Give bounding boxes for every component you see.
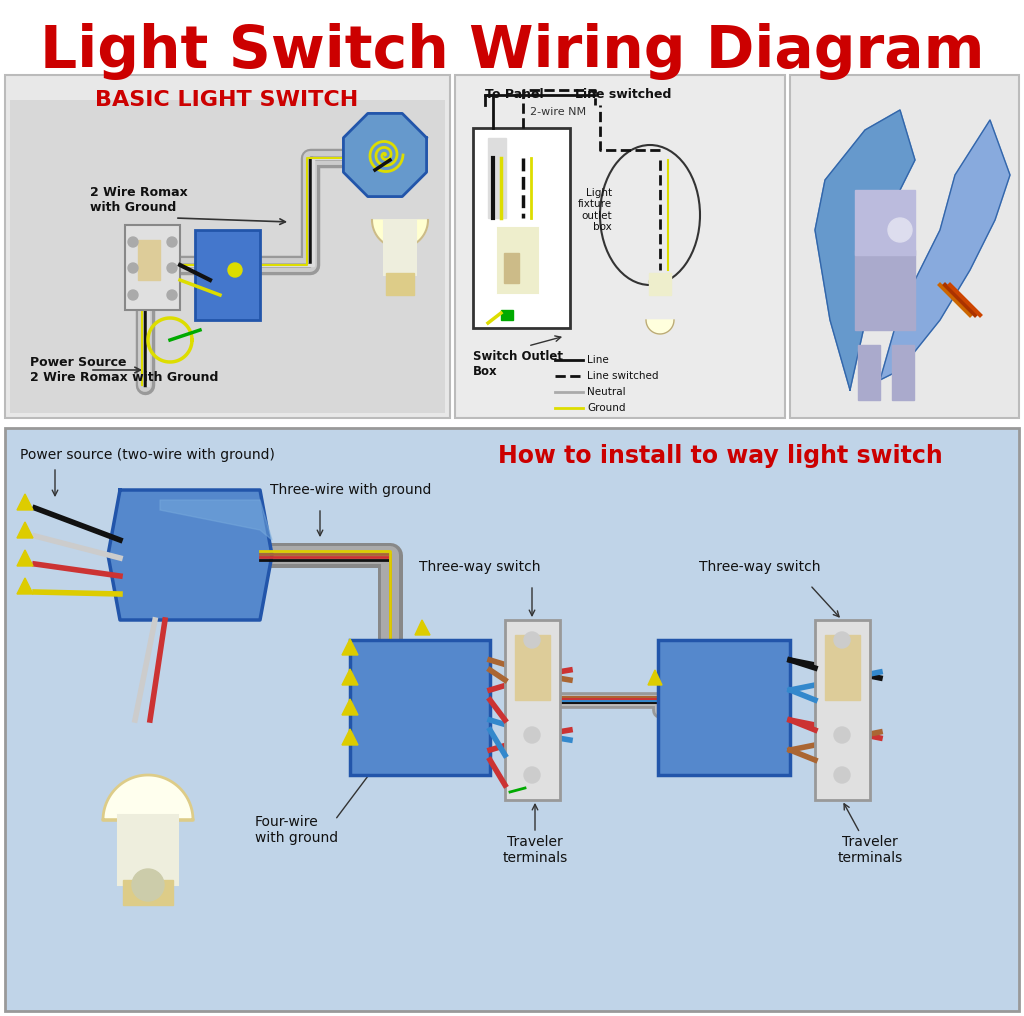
Bar [5,75,450,418]
Circle shape [524,632,540,648]
Text: Power source (two-wire with ground): Power source (two-wire with ground) [20,448,274,462]
Bar [384,220,416,275]
Text: Three-way switch: Three-way switch [699,560,821,574]
Circle shape [128,290,138,300]
Polygon shape [17,550,33,566]
Text: To Panel: To Panel [485,88,544,102]
Circle shape [167,263,177,273]
Polygon shape [880,120,1010,380]
Polygon shape [646,320,674,334]
Text: Light Switch Wiring Diagram: Light Switch Wiring Diagram [40,23,984,80]
Text: How to install to way light switch: How to install to way light switch [498,444,942,468]
Text: Traveler
terminals: Traveler terminals [503,835,567,865]
Polygon shape [342,699,358,715]
Text: Traveler
terminals: Traveler terminals [838,835,902,865]
Circle shape [128,237,138,247]
Polygon shape [103,775,193,820]
Text: Line switched: Line switched [587,371,658,381]
Bar [498,228,538,293]
Bar [825,635,860,700]
Bar [455,75,785,418]
Bar [10,100,445,412]
Polygon shape [342,729,358,745]
Polygon shape [343,114,427,196]
Bar [501,310,513,320]
Polygon shape [648,670,662,685]
Bar [505,620,560,800]
Polygon shape [17,494,33,510]
Bar [488,138,506,218]
Bar [855,250,915,330]
Circle shape [834,767,850,783]
Bar [5,428,1019,1011]
Polygon shape [815,110,915,390]
Bar [858,345,880,400]
Circle shape [167,290,177,300]
Bar [855,190,915,255]
Text: Neutral: Neutral [587,387,626,397]
Text: Power Source
2 Wire Romax with Ground: Power Source 2 Wire Romax with Ground [30,356,218,384]
Polygon shape [372,220,428,248]
Ellipse shape [600,145,700,285]
Bar [123,880,173,905]
Text: Light
fixture
outlet
box: Light fixture outlet box [578,188,612,233]
Text: Line: Line [587,355,608,365]
Bar [125,225,180,310]
Ellipse shape [649,276,671,288]
Text: Four-wire
with ground: Four-wire with ground [255,815,338,845]
Circle shape [128,263,138,273]
Text: 2-wire NM: 2-wire NM [530,107,586,117]
Text: Three-way switch: Three-way switch [419,560,541,574]
Bar [504,253,519,283]
Bar [350,640,490,775]
Polygon shape [160,500,272,539]
Bar [892,345,914,400]
Polygon shape [342,639,358,655]
Circle shape [228,263,242,277]
Bar [195,230,260,320]
Text: Ground: Ground [587,403,626,412]
Circle shape [834,632,850,648]
Circle shape [524,767,540,783]
Text: Three-wire with ground: Three-wire with ground [270,483,431,497]
Bar [386,273,414,295]
Bar [515,635,550,700]
Text: Line switched: Line switched [575,88,672,102]
Polygon shape [342,669,358,685]
Text: Switch Outlet
Box: Switch Outlet Box [473,350,563,378]
Circle shape [132,869,164,901]
Circle shape [167,237,177,247]
Polygon shape [415,620,430,635]
Bar [658,640,790,775]
Circle shape [834,727,850,743]
Bar [138,240,160,280]
Polygon shape [17,578,33,594]
Bar [473,128,570,328]
Bar [118,815,178,885]
Circle shape [888,218,912,242]
Polygon shape [17,522,33,538]
Bar [649,273,671,295]
Text: BASIC LIGHT SWITCH: BASIC LIGHT SWITCH [95,90,358,110]
Text: 2 Wire Romax
with Ground: 2 Wire Romax with Ground [90,186,187,214]
Bar [790,75,1019,418]
Circle shape [524,727,540,743]
Polygon shape [108,490,272,620]
Bar [815,620,870,800]
